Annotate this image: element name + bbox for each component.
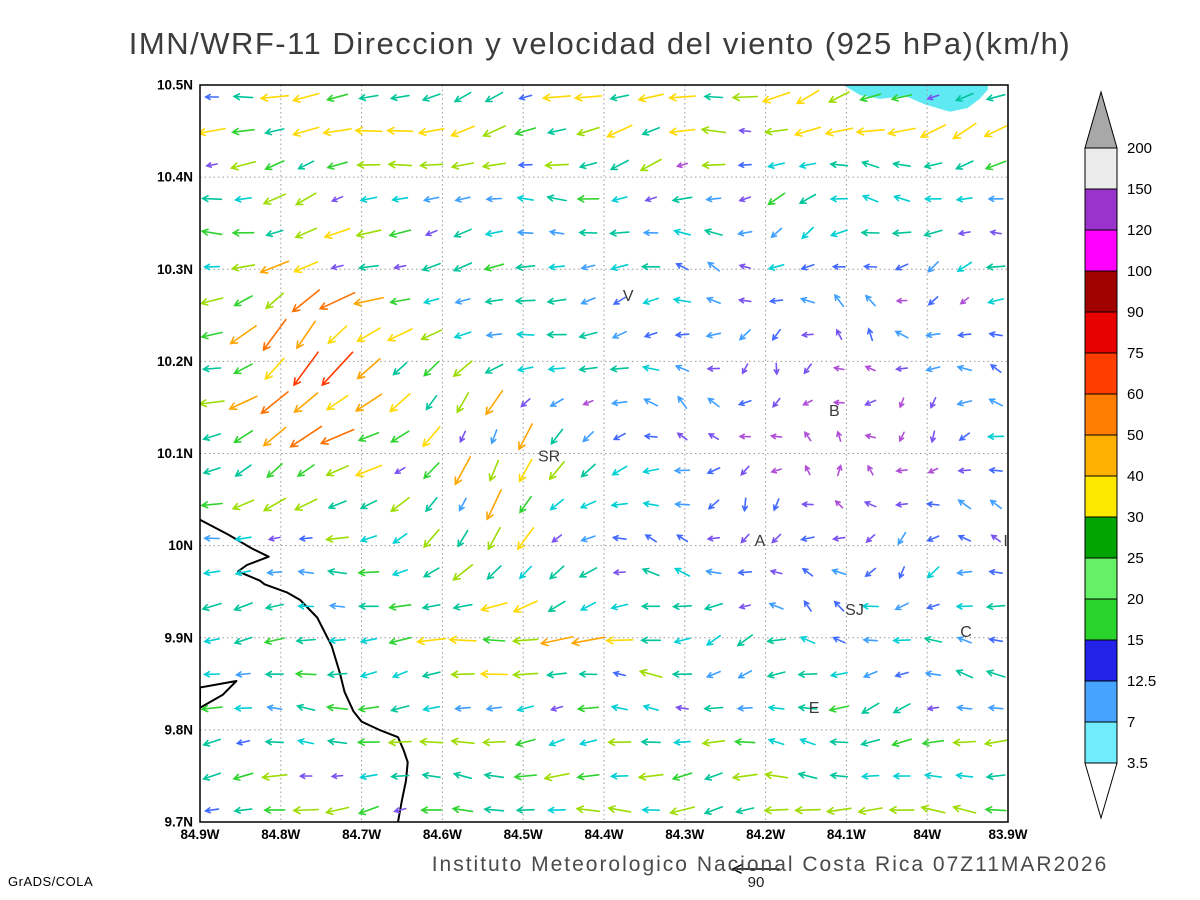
svg-text:150: 150	[1127, 181, 1152, 198]
peninsula-coast	[200, 680, 238, 709]
svg-text:12.5: 12.5	[1127, 673, 1156, 690]
footer-caption: Instituto Meteorologico Nacional Costa R…	[431, 853, 1109, 876]
svg-text:200: 200	[1127, 140, 1152, 157]
svg-text:84.3W: 84.3W	[665, 827, 704, 842]
svg-text:3.5: 3.5	[1127, 755, 1148, 772]
svg-text:40: 40	[1127, 468, 1144, 485]
reference-arrow	[731, 864, 780, 874]
station-label-e: E	[809, 700, 820, 717]
wind-arrows	[200, 89, 1008, 816]
grads-credit: GrADS/COLA	[8, 874, 94, 889]
svg-text:84.2W: 84.2W	[746, 827, 785, 842]
reference-arrow-label: 90	[747, 874, 765, 891]
svg-text:9.7N: 9.7N	[164, 815, 193, 830]
svg-text:15: 15	[1127, 632, 1144, 649]
svg-text:84W: 84W	[913, 827, 941, 842]
station-labels: V SR B A SJ C E I	[538, 288, 1008, 717]
plot-interior: V SR B A SJ C E I	[200, 85, 1008, 822]
svg-text:25: 25	[1127, 550, 1144, 567]
svg-text:84.1W: 84.1W	[827, 827, 866, 842]
svg-text:10.1N: 10.1N	[157, 446, 193, 461]
colorbar-labels: 3.5 7 12.5 15 20 25 30 40 50 60 75 90 100 120 150 200	[1127, 140, 1156, 772]
colorbar	[1084, 90, 1118, 820]
shaded-wind-area	[843, 85, 988, 112]
station-label-b: B	[829, 403, 840, 420]
svg-text:9.8N: 9.8N	[164, 722, 193, 737]
svg-text:84.4W: 84.4W	[584, 827, 623, 842]
station-label-i: I	[1003, 533, 1007, 550]
svg-text:10.3N: 10.3N	[157, 262, 193, 277]
svg-text:10.5N: 10.5N	[157, 78, 193, 93]
svg-text:120: 120	[1127, 222, 1152, 239]
station-label-sj: SJ	[845, 602, 864, 619]
chart-title: IMN/WRF-11 Direccion y velocidad del vie…	[128, 26, 1072, 61]
svg-text:84.9W: 84.9W	[180, 827, 219, 842]
svg-text:90: 90	[1127, 304, 1144, 321]
station-label-a: A	[755, 533, 766, 550]
svg-text:83.9W: 83.9W	[988, 827, 1027, 842]
plot-frame	[199, 84, 1009, 823]
svg-text:30: 30	[1127, 509, 1144, 526]
svg-text:84.7W: 84.7W	[342, 827, 381, 842]
svg-text:20: 20	[1127, 591, 1144, 608]
svg-text:50: 50	[1127, 427, 1144, 444]
svg-text:100: 100	[1127, 263, 1152, 280]
colorbar-below-min	[1084, 762, 1118, 820]
y-axis-labels: 10.5N 10.4N 10.3N 10.2N 10.1N 10N 9.9N 9.8N 9.7N	[157, 78, 193, 830]
svg-text:10.2N: 10.2N	[157, 354, 193, 369]
station-label-sr: SR	[538, 448, 560, 465]
svg-text:7: 7	[1127, 714, 1135, 731]
x-axis-labels: 84.9W 84.8W 84.7W 84.6W 84.5W 84.4W 84.3W 84.2W…	[180, 827, 1027, 842]
svg-text:84.6W: 84.6W	[423, 827, 462, 842]
grid-lines	[200, 85, 1008, 822]
svg-text:60: 60	[1127, 386, 1144, 403]
svg-text:10N: 10N	[168, 538, 193, 553]
svg-text:75: 75	[1127, 345, 1144, 362]
station-label-v: V	[623, 288, 634, 305]
svg-text:84.8W: 84.8W	[261, 827, 300, 842]
svg-text:84.5W: 84.5W	[504, 827, 543, 842]
coastline	[200, 518, 409, 822]
colorbar-above-max	[1084, 90, 1118, 149]
svg-text:10.4N: 10.4N	[157, 170, 193, 185]
station-label-c: C	[960, 624, 972, 641]
svg-text:9.9N: 9.9N	[164, 630, 193, 645]
